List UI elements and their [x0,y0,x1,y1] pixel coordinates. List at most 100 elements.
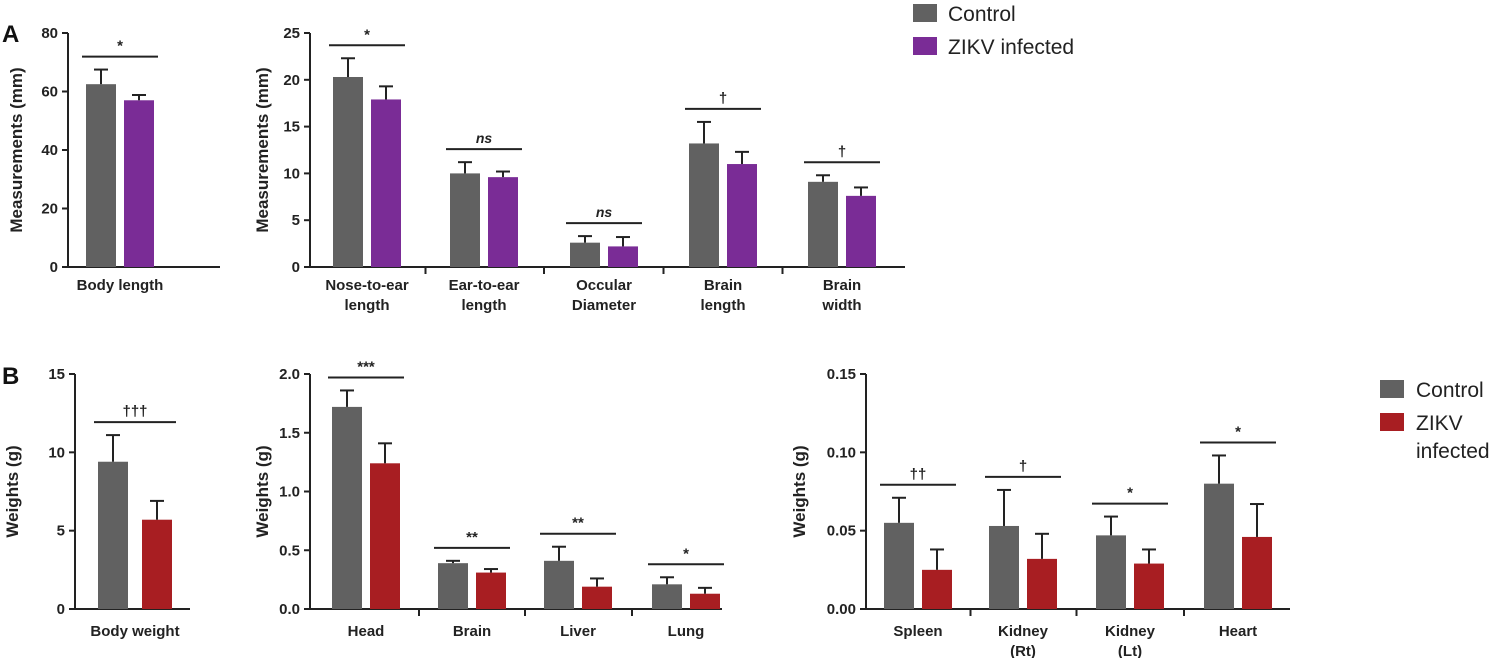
category-label: Brain [453,623,491,640]
y-tick-label: 1.0 [279,484,300,501]
category-label: Nose-to-ear [325,277,409,294]
bar-zikv [124,100,154,268]
significance-label: † [838,143,846,160]
category-label: length [345,297,390,314]
significance-label: ** [466,529,478,546]
y-tick-label: 15 [283,119,300,136]
bar-zikv [582,586,612,609]
bar-zikv [1242,536,1272,609]
bar-zikv [476,572,506,609]
category-label: (Rt) [1010,643,1036,658]
y-tick-label: 0 [50,259,58,276]
category-label: Head [348,623,385,640]
y-tick-label: 0.05 [827,523,856,540]
legend-label-zikv: ZIKV infected [948,36,1074,59]
y-tick-label: 5 [57,523,65,540]
bar-control [1096,535,1126,609]
bar-control [689,143,719,267]
significance-label: * [364,26,370,43]
significance-label: ns [476,130,493,146]
y-tick-label: 15 [48,366,65,383]
significance-label: † [1019,458,1027,475]
bar-control [438,563,468,609]
significance-label: †† [910,466,927,483]
legend-swatch-control [1380,380,1404,398]
y-tick-label: 0.15 [827,366,856,383]
significance-label: ns [596,204,613,220]
panel-label-b: B [2,363,19,390]
y-tick-label: 20 [41,201,58,218]
category-label: Body length [77,277,164,294]
significance-label: * [1235,423,1241,440]
y-tick-label: 25 [283,25,300,42]
significance-label: *** [357,358,375,375]
bar-zikv [922,569,952,609]
bar-zikv [727,164,757,267]
legend-swatch-zikv [913,37,937,55]
y-tick-label: 0.00 [827,601,856,618]
category-label: Spleen [893,623,942,640]
bar-control [570,242,600,267]
y-tick-label: 20 [283,72,300,89]
legend-label-control: Control [948,3,1016,26]
bar-zikv [370,463,400,609]
legend-label-zikv-line2: infected [1416,440,1490,463]
bar-zikv [846,195,876,267]
category-label: Kidney [1105,623,1156,640]
y-axis-label: Measurements (mm) [253,67,272,232]
significance-label: † [719,90,727,107]
category-label: Body weight [90,623,179,640]
y-tick-label: 0.0 [279,601,300,618]
bar-zikv [488,177,518,267]
category-label: Lung [668,623,705,640]
bar-zikv [371,99,401,268]
bar-control [1204,483,1234,609]
bar-control [333,76,363,267]
panel-label-a: A [2,21,19,48]
category-label: Brain [823,277,861,294]
category-label: Kidney [998,623,1049,640]
bar-zikv [142,519,172,609]
legend-label-control: Control [1416,379,1484,402]
y-tick-label: 80 [41,25,58,42]
legend-label-zikv: ZIKV [1416,412,1463,435]
bar-zikv [1027,558,1057,609]
bar-zikv [690,593,720,609]
bar-control [332,406,362,609]
category-label: Ear-to-ear [449,277,520,294]
legend-swatch-zikv [1380,413,1404,431]
bar-control [98,461,128,609]
y-tick-label: 0 [57,601,65,618]
y-axis-label: Weights (g) [790,445,809,537]
bar-control [450,173,480,267]
y-tick-label: 5 [292,212,300,229]
category-label: width [821,297,861,314]
category-label: Occular [576,277,632,294]
bar-control [884,522,914,609]
y-tick-label: 1.5 [279,425,300,442]
bar-control [544,560,574,609]
significance-label: * [1127,485,1133,502]
y-tick-label: 0.10 [827,444,856,461]
y-tick-label: 10 [283,165,300,182]
bar-control [652,584,682,609]
y-tick-label: 2.0 [279,366,300,383]
legend-swatch-control [913,4,937,22]
y-tick-label: 60 [41,84,58,101]
y-tick-label: 0 [292,259,300,276]
category-label: length [701,297,746,314]
category-label: (Lt) [1118,643,1142,658]
bar-zikv [608,246,638,267]
category-label: Liver [560,623,596,640]
bar-zikv [1134,563,1164,609]
y-tick-label: 40 [41,142,58,159]
category-label: Diameter [572,297,636,314]
significance-label: * [117,38,123,55]
bar-control [808,181,838,267]
y-tick-label: 0.5 [279,542,300,559]
category-label: length [462,297,507,314]
y-tick-label: 10 [48,444,65,461]
y-axis-label: Weights (g) [3,445,22,537]
bar-control [86,84,116,267]
